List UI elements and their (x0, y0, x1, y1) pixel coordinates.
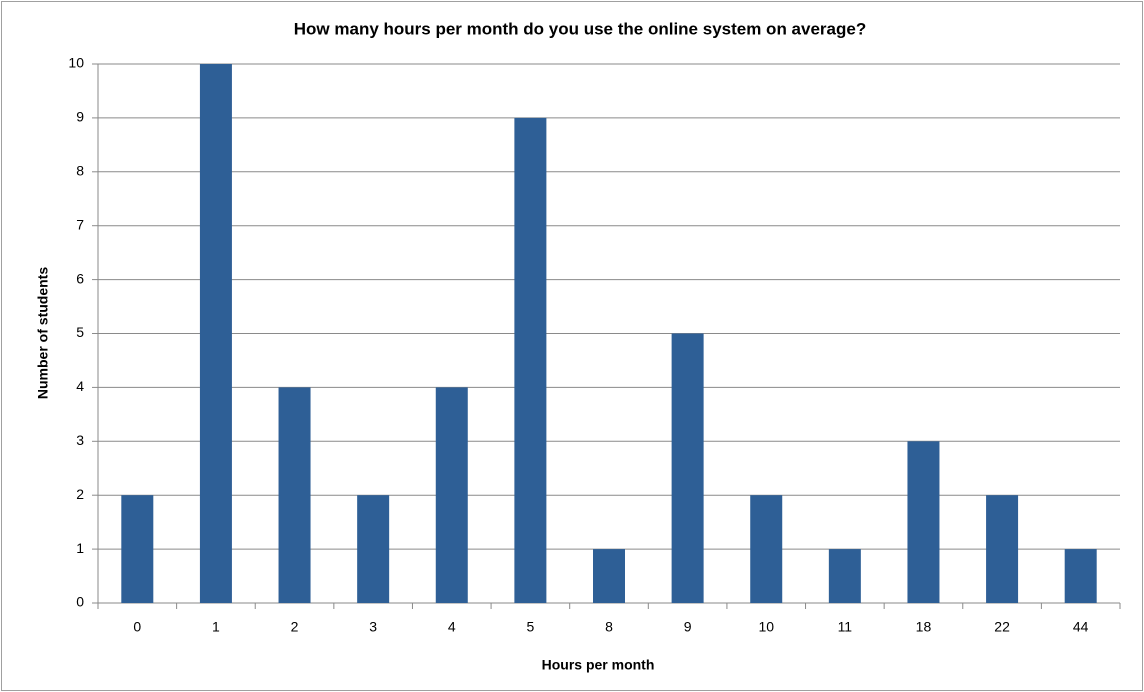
x-tick-label: 3 (369, 619, 377, 635)
bar (357, 495, 390, 603)
x-tick-label: 18 (916, 619, 932, 635)
bar (1064, 549, 1097, 603)
x-tick-label: 1 (212, 619, 220, 635)
x-tick-label: 44 (1073, 619, 1089, 635)
bar (199, 64, 232, 603)
bar (278, 387, 311, 603)
y-tick-label: 0 (76, 594, 84, 610)
bar (514, 117, 547, 604)
y-tick-label: 4 (76, 378, 84, 394)
x-tick-label: 2 (291, 619, 299, 635)
y-tick-label: 9 (76, 109, 84, 125)
y-tick-label: 1 (76, 540, 84, 556)
x-axis-label: Hours per month (542, 657, 655, 673)
x-tick-label: 5 (526, 619, 534, 635)
x-tick-label: 9 (684, 619, 692, 635)
chart-title: How many hours per month do you use the … (294, 19, 866, 38)
x-tick-label: 10 (758, 619, 774, 635)
bar (750, 495, 783, 603)
bar (435, 387, 468, 603)
y-tick-label: 7 (76, 216, 84, 232)
x-tick-label: 8 (605, 619, 613, 635)
y-tick-label: 5 (76, 324, 84, 340)
y-tick-label: 3 (76, 432, 84, 448)
y-axis-label: Number of students (35, 267, 51, 399)
bar (121, 495, 154, 603)
x-tick-label: 11 (838, 619, 853, 635)
y-tick-label: 8 (76, 163, 84, 179)
y-tick-label: 6 (76, 270, 84, 286)
x-tick-label: 22 (994, 619, 1010, 635)
x-tick-label: 0 (133, 619, 141, 635)
bar (593, 549, 625, 603)
bar (907, 441, 940, 603)
bar (828, 549, 861, 603)
y-tick-label: 2 (76, 486, 84, 502)
x-tick-label: 4 (448, 619, 456, 635)
bar (986, 495, 1019, 603)
bar (671, 333, 704, 603)
y-tick-label: 10 (68, 55, 84, 71)
